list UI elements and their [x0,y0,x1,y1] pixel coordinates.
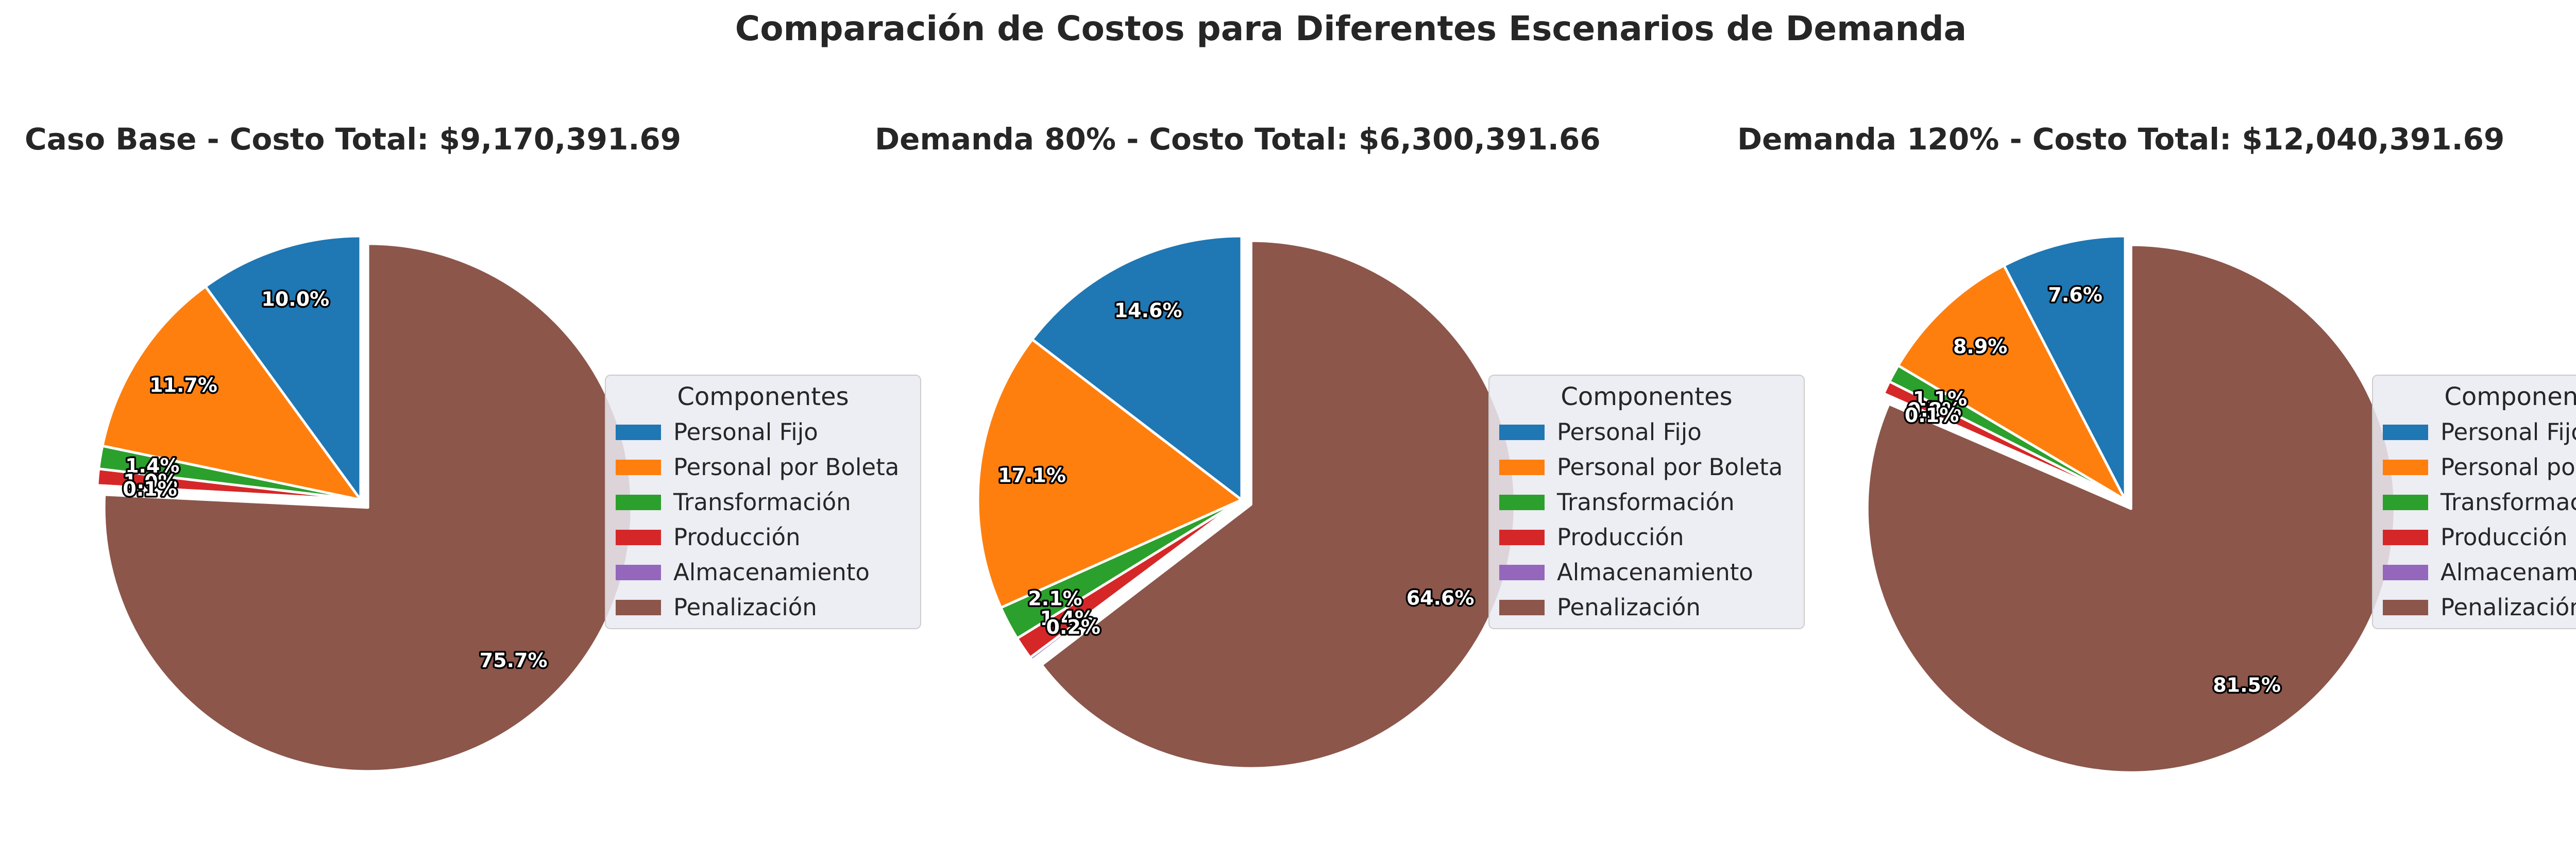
legend-swatch-almacenamiento [2383,565,2428,580]
legend-label-produccion: Producción [673,524,801,551]
legend-swatch-personal-fijo [2383,425,2428,440]
pie-pct-label-produccion: 0.8% [1907,399,1961,422]
legend-label-transformacion: Transformación [2440,489,2576,516]
legend-swatch-personal-por-boleta [616,460,661,475]
legend-swatch-transformacion [1499,495,1545,510]
figure-title: Comparación de Costos para Diferentes Es… [735,9,1967,48]
legend-swatch-personal-por-boleta [2383,460,2428,475]
pie-wedge-personal-por-boleta [1896,264,2127,501]
legend-swatch-transformacion [2383,495,2428,510]
pie-wedge-almacenamiento [96,484,362,501]
pie-pct-label-personal-por-boleta: 11.7% [149,374,217,397]
pie-pct-label-almacenamiento: 0.2% [1046,616,1100,638]
legend-swatch-penalizacion [616,600,661,615]
pie-pct-label-personal-fijo: 7.6% [2048,283,2102,306]
legend-title: Componentes [2444,382,2576,411]
legend-label-penalizacion: Penalización [1557,594,1701,621]
legend-swatch-almacenamiento [616,565,661,580]
legend-label-produccion: Producción [1557,524,1684,551]
legend-swatch-penalizacion [2383,600,2428,615]
pie-pct-label-penalizacion: 81.5% [2213,674,2281,696]
pie-pct-label-personal-por-boleta: 8.9% [1953,335,2007,358]
panels: Caso Base - Costo Total: $9,170,391.69 10… [25,122,2576,774]
pie-wedge-personal-por-boleta [101,285,362,501]
pie-pct-label-produccion: 1.4% [1040,607,1094,630]
legend-swatch-produccion [616,530,661,545]
legend-label-produccion: Producción [2441,524,2568,551]
legend-label-penalizacion: Penalización [2441,594,2576,621]
pie-wedge-almacenamiento [1029,498,1243,662]
pie-wedge-penalizacion [1040,239,1516,770]
legend-label-personal-por-boleta: Personal por Boleta [2441,453,2576,481]
pie-pct-label-transformacion: 1.4% [125,455,179,477]
pie-wedge-personal-por-boleta [976,338,1243,609]
pie-pct-label-penalizacion: 75.7% [480,649,548,671]
pie-title: Demanda 120% - Costo Total: $12,040,391.… [1737,122,2504,157]
pie-wedge-penalizacion [103,242,633,773]
pie-wedge-personal-fijo [1030,234,1243,501]
legend-swatch-produccion [1499,530,1545,545]
legend-swatch-personal-por-boleta [1499,460,1545,475]
legend-title: Componentes [677,382,849,411]
pie-pct-label-almacenamiento: 0.1% [1905,404,1959,427]
pie-title: Demanda 80% - Costo Total: $6,300,391.66 [875,122,1601,157]
pie-pct-label-personal-fijo: 14.6% [1114,299,1182,322]
pie-pct-label-produccion: 1.0% [123,470,177,493]
pie-pct-label-almacenamiento: 0.1% [123,478,177,500]
pie-wedges [96,234,633,773]
pie-labels: 7.6% 8.9% 1.1%0.8%0.1% 81.5% [1903,282,2282,698]
legend-swatch-penalizacion [1499,600,1545,615]
pie-wedges [976,234,1516,770]
pie-labels: 10.0% 11.7% 1.4%1.0%0.1% 75.7% [121,286,549,674]
pie-wedge-personal-fijo [2003,234,2127,501]
pie-panel-2: Demanda 80% - Costo Total: $6,300,391.66… [875,122,1805,770]
legend-label-penalizacion: Penalización [673,594,817,621]
legend-title: Componentes [1561,382,1732,411]
pie-pct-label-personal-fijo: 10.0% [261,288,329,310]
legend-label-almacenamiento: Almacenamiento [673,559,870,586]
legend-label-personal-fijo: Personal Fijo [1557,418,1702,446]
pie-panel-3: Demanda 120% - Costo Total: $12,040,391.… [1737,122,2576,774]
pie-title: Caso Base - Costo Total: $9,170,391.69 [25,122,681,157]
legend-box [605,375,921,629]
legend-swatch-produccion [2383,530,2428,545]
pie-wedge-almacenamiento [1882,392,2127,501]
legend-label-transformacion: Transformación [1556,489,1735,516]
legend-label-almacenamiento: Almacenamiento [2441,559,2576,586]
pie-pct-label-penalizacion: 64.6% [1406,586,1475,609]
legend-swatch-transformacion [616,495,661,510]
pie-pct-label-transformacion: 1.1% [1913,388,1967,410]
legend-label-personal-fijo: Personal Fijo [673,418,818,446]
legend-label-almacenamiento: Almacenamiento [1557,559,1753,586]
pie-pct-label-personal-por-boleta: 17.1% [998,464,1066,486]
legend-swatch-almacenamiento [1499,565,1545,580]
legend-label-personal-fijo: Personal Fijo [2441,418,2576,446]
legend-label-personal-por-boleta: Personal por Boleta [1557,453,1783,481]
legend-swatch-personal-fijo [1499,425,1545,440]
pie-wedges [1866,234,2396,774]
pie-wedge-penalizacion [1866,243,2396,774]
pie-labels: 14.6% 17.1% 2.1%1.4%0.2% 64.6% [996,297,1476,640]
legend-swatch-personal-fijo [616,425,661,440]
pie-panel-1: Caso Base - Costo Total: $9,170,391.69 10… [25,122,921,773]
pie-wedge-personal-fijo [204,234,362,501]
legend: Componentes Personal Fijo Personal por Bol… [605,375,921,629]
legend-label-transformacion: Transformación [673,489,851,516]
legend-box [1488,375,1805,629]
pie-pct-label-transformacion: 2.1% [1028,587,1082,610]
legend: Componentes Personal Fijo Personal por Bol… [2372,375,2576,629]
legend: Componentes Personal Fijo Personal por Bol… [1488,375,1805,629]
legend-label-personal-por-boleta: Personal por Boleta [673,453,899,481]
